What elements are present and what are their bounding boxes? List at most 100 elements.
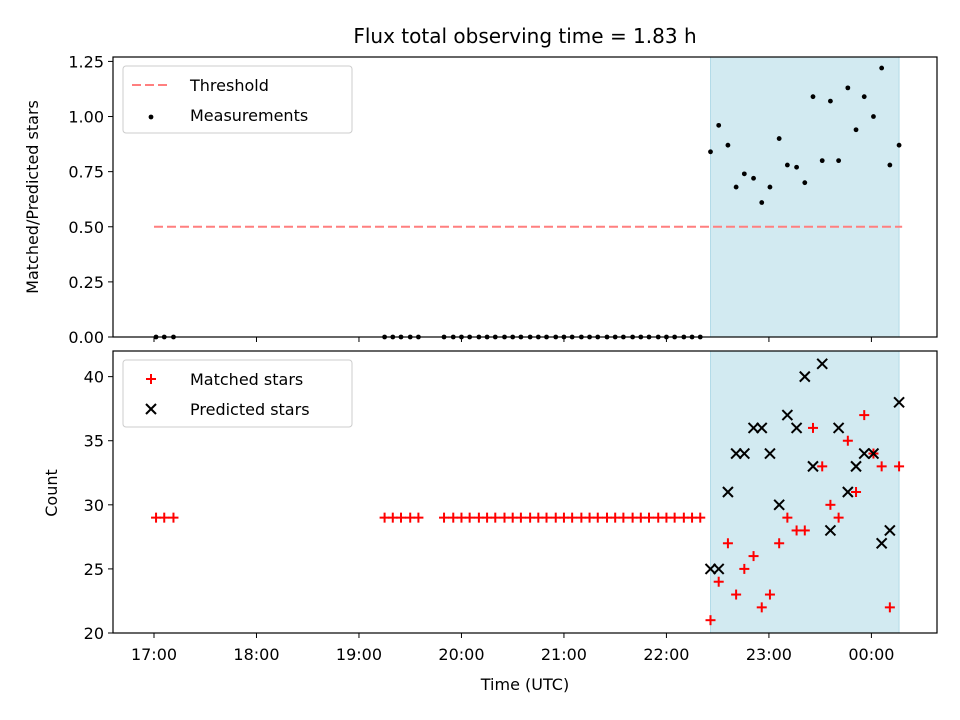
measurement-point bbox=[896, 142, 902, 148]
matched-point bbox=[644, 512, 655, 523]
top-shaded-span bbox=[710, 56, 900, 338]
top-panel: 0.00 0.25 0.50 0.75 1.00 1.25 Threshold Measure… bbox=[68, 52, 938, 347]
x-tick-label: 20:00 bbox=[438, 645, 484, 664]
bottom-y-tick-label: 35 bbox=[84, 432, 104, 451]
matched-point bbox=[859, 410, 870, 421]
bottom-series bbox=[704, 358, 905, 575]
matched-point bbox=[842, 435, 853, 446]
matched-point bbox=[833, 512, 844, 523]
bottom-series bbox=[151, 410, 905, 626]
matched-point bbox=[395, 512, 406, 523]
bottom-y-axis-label: Count bbox=[42, 469, 61, 517]
matched-point bbox=[876, 461, 887, 472]
matched-point bbox=[782, 512, 793, 523]
matched-point bbox=[695, 512, 706, 523]
measurement-point bbox=[767, 184, 773, 190]
chart-title: Flux total observing time = 1.83 h bbox=[353, 24, 696, 48]
matched-point bbox=[799, 525, 810, 536]
matched-point bbox=[669, 512, 680, 523]
measurement-point bbox=[871, 114, 876, 119]
predicted-point bbox=[790, 422, 803, 434]
x-axis-label: Time (UTC) bbox=[480, 675, 569, 694]
measurement-point bbox=[879, 65, 885, 71]
matched-point bbox=[713, 576, 724, 587]
measurement-point bbox=[861, 94, 867, 100]
legend-entry-label: Matched stars bbox=[190, 370, 303, 389]
legend-entry-label: Threshold bbox=[189, 76, 269, 95]
top-y-tick-label: 0.75 bbox=[68, 163, 104, 182]
matched-point bbox=[567, 512, 578, 523]
bottom-y-tick-label: 40 bbox=[84, 368, 104, 387]
measurement-point bbox=[845, 85, 851, 91]
matched-point bbox=[618, 512, 629, 523]
measurement-point bbox=[887, 162, 893, 168]
x-tick-label: 19:00 bbox=[336, 645, 382, 664]
predicted-point bbox=[799, 370, 811, 383]
measurement-point bbox=[802, 180, 808, 186]
measurement-point bbox=[716, 122, 722, 128]
top-y-tick-label: 0.50 bbox=[68, 218, 104, 237]
matched-point bbox=[464, 512, 475, 523]
matched-point bbox=[705, 615, 716, 626]
legend-predicted-swatch bbox=[145, 403, 157, 415]
matched-point bbox=[894, 461, 905, 472]
legend-matched-swatch bbox=[146, 374, 156, 384]
top-y-tick-label: 1.25 bbox=[68, 52, 104, 71]
matched-point bbox=[884, 602, 895, 613]
matched-point bbox=[722, 538, 733, 549]
x-tick-label: 00:00 bbox=[848, 645, 894, 664]
predicted-point bbox=[884, 524, 896, 537]
matched-point bbox=[748, 551, 759, 562]
predicted-point bbox=[893, 396, 905, 408]
matched-point bbox=[764, 589, 775, 600]
measurement-point bbox=[708, 149, 713, 155]
legend-entry-label: Predicted stars bbox=[190, 400, 310, 419]
matched-point bbox=[159, 512, 170, 523]
predicted-point bbox=[816, 358, 828, 370]
matched-point bbox=[825, 499, 836, 510]
top-y-tick-label: 0.25 bbox=[68, 273, 104, 292]
matched-point bbox=[731, 589, 742, 600]
measurement-point bbox=[776, 136, 782, 141]
predicted-point bbox=[704, 563, 717, 575]
top-legend-box bbox=[122, 65, 353, 134]
matched-point bbox=[515, 512, 526, 523]
x-tick-label: 23:00 bbox=[746, 645, 792, 664]
x-tick-label: 17:00 bbox=[131, 645, 177, 664]
measurement-point bbox=[751, 175, 756, 181]
predicted-point bbox=[773, 499, 785, 511]
predicted-point bbox=[730, 447, 742, 460]
top-y-tick-label: 1.00 bbox=[68, 108, 104, 127]
predicted-point bbox=[738, 447, 751, 460]
predicted-point bbox=[824, 524, 837, 537]
measurement-point bbox=[741, 171, 747, 177]
predicted-point bbox=[832, 422, 845, 434]
bottom-y-tick-label: 30 bbox=[84, 496, 104, 515]
bottom-y-tick-label: 20 bbox=[84, 624, 104, 643]
predicted-point bbox=[756, 422, 768, 434]
predicted-point bbox=[712, 563, 725, 575]
matched-point bbox=[439, 512, 450, 523]
predicted-point bbox=[850, 460, 862, 473]
top-axes-frame bbox=[112, 56, 938, 338]
measurement-point bbox=[836, 158, 842, 164]
top-y-tick-label: 0.00 bbox=[68, 328, 104, 347]
predicted-point bbox=[764, 447, 776, 460]
matched-point bbox=[817, 461, 828, 472]
bottom-axes-frame bbox=[112, 350, 938, 634]
matched-point bbox=[168, 512, 179, 523]
predicted-point bbox=[875, 537, 888, 549]
measurement-point bbox=[810, 94, 816, 100]
measurement-point bbox=[759, 200, 765, 205]
top-y-axis-label: Matched/Predicted stars bbox=[23, 100, 42, 294]
predicted-point bbox=[722, 486, 734, 498]
x-tick-label: 21:00 bbox=[541, 645, 587, 664]
measurement-point bbox=[819, 158, 825, 164]
legend-entry-label: Measurements bbox=[190, 106, 308, 125]
legend-measurement-swatch bbox=[148, 114, 154, 120]
measurement-point bbox=[828, 98, 833, 104]
bottom-legend-box bbox=[122, 359, 353, 428]
predicted-point bbox=[781, 409, 794, 421]
matched-point bbox=[807, 422, 818, 433]
